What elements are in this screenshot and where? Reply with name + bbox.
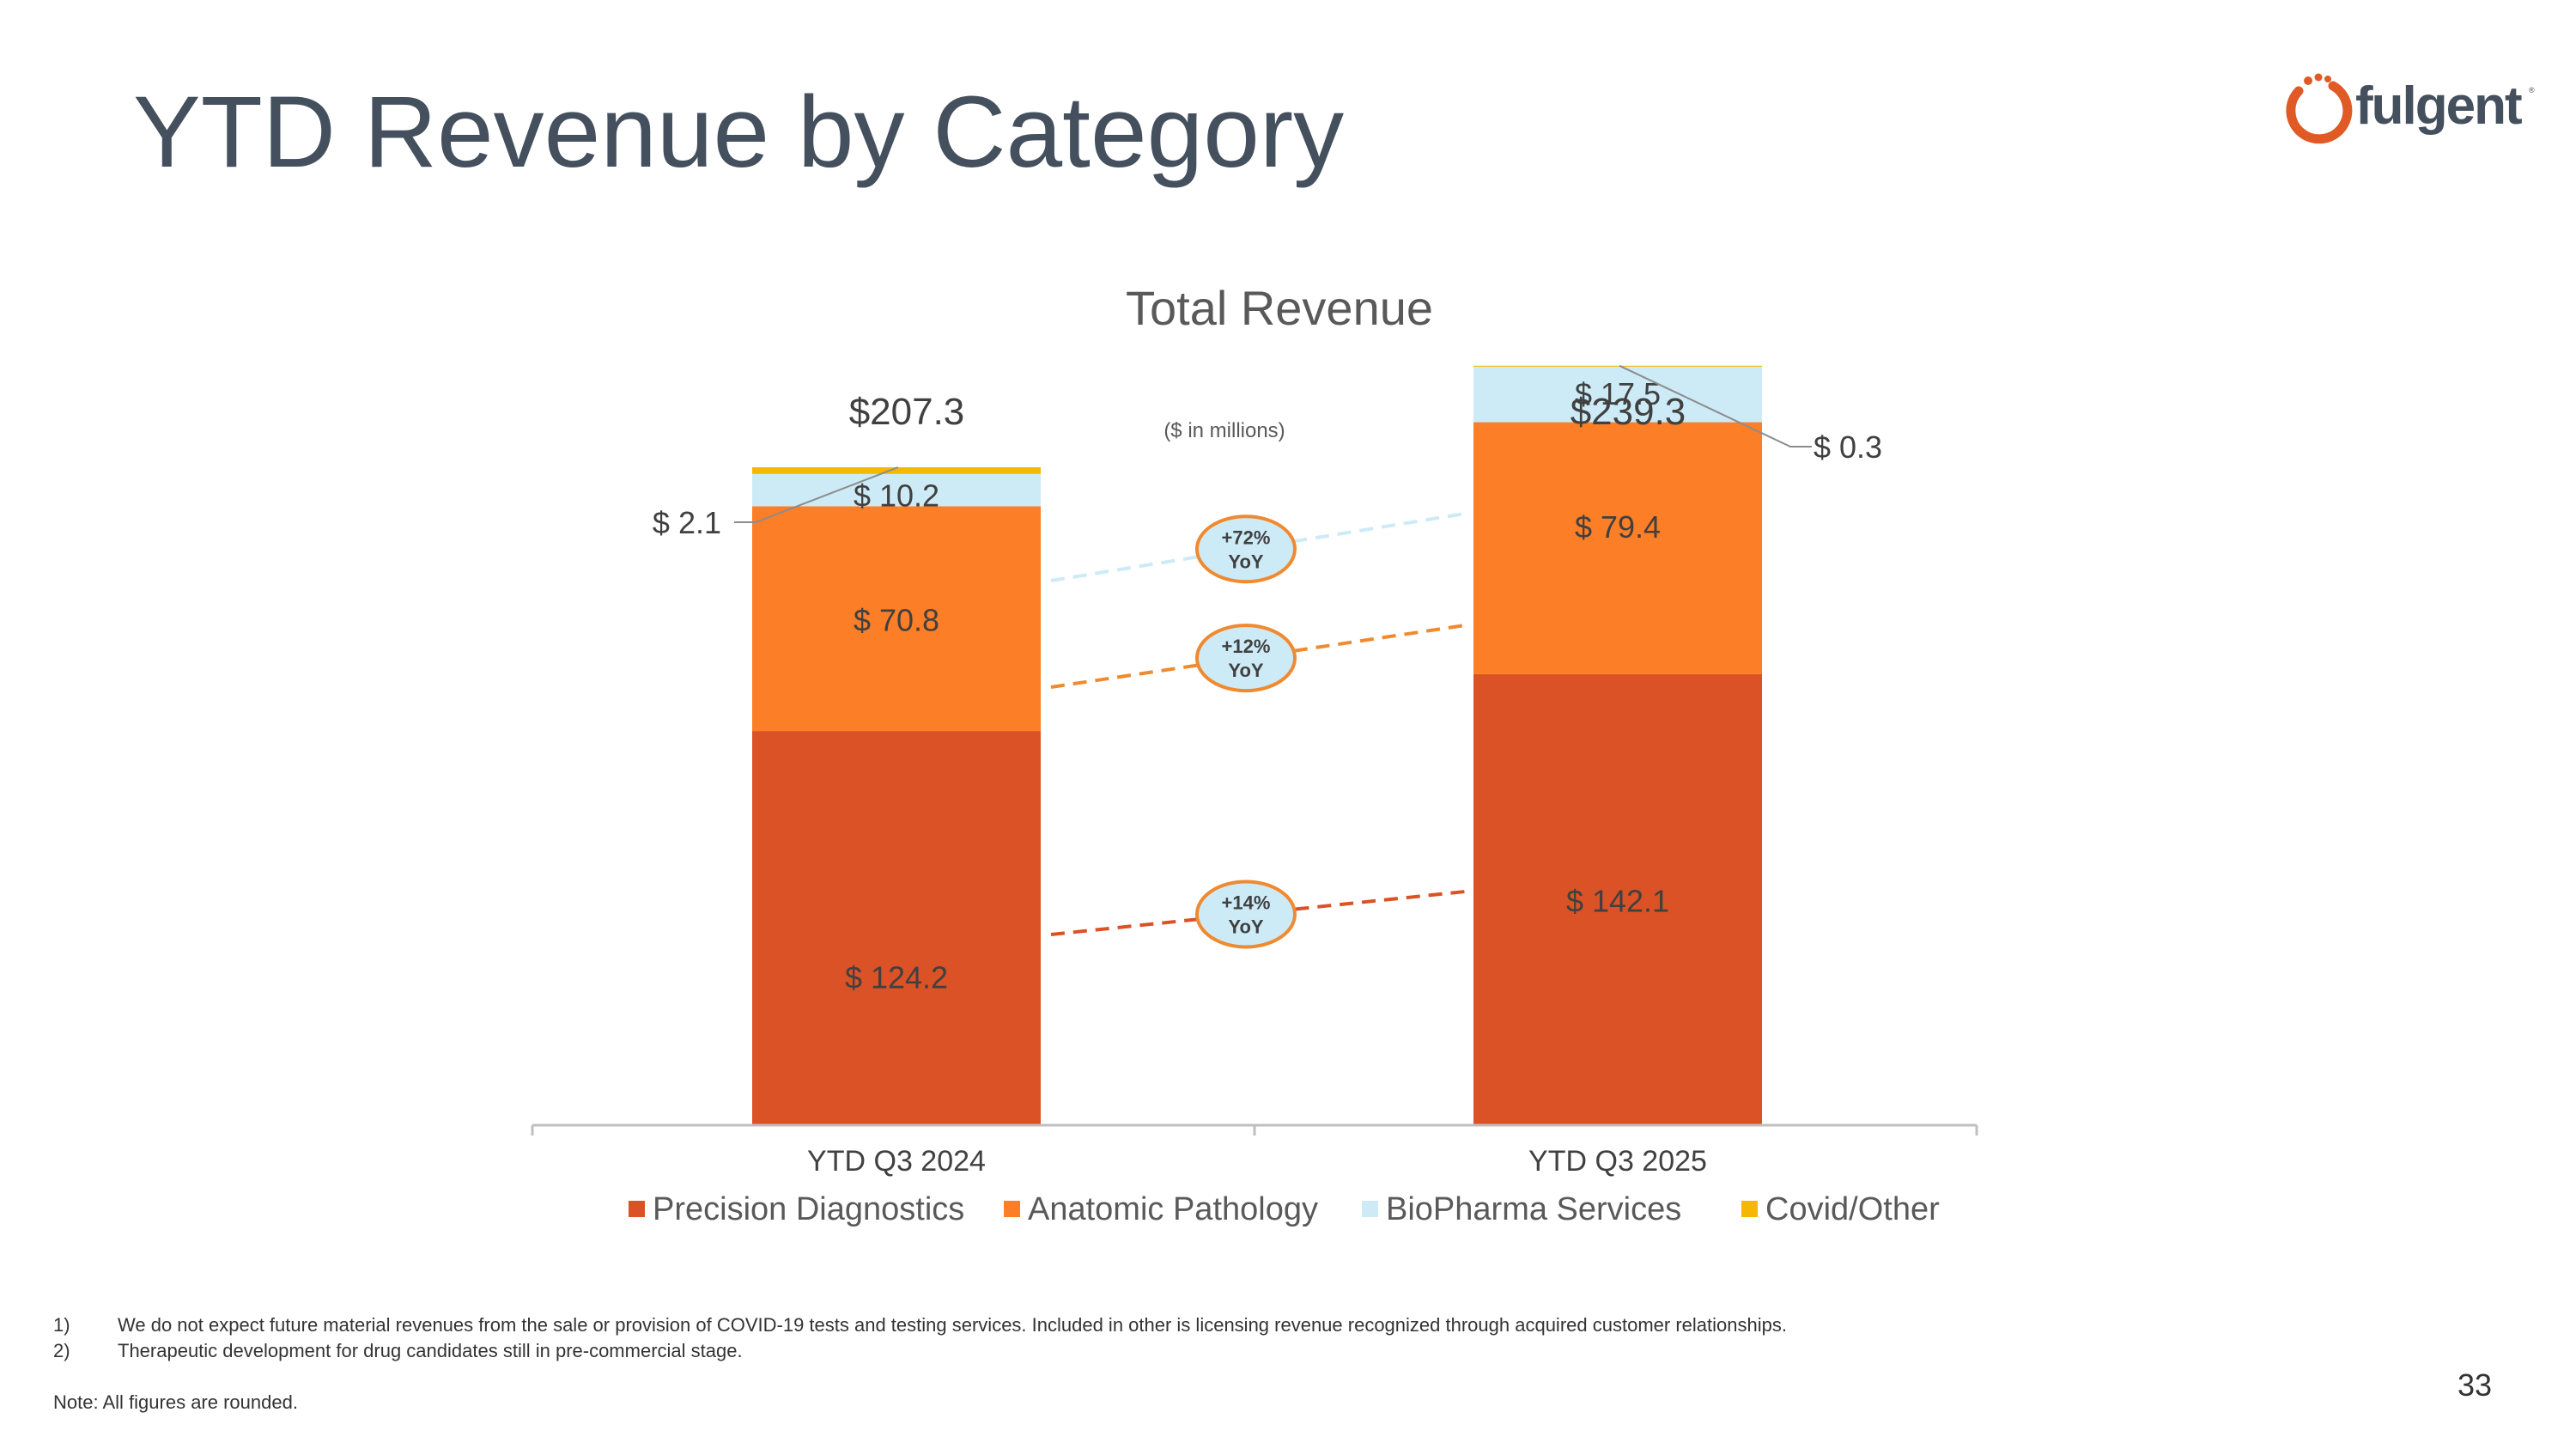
x-tick-label: YTD Q3 2024: [807, 1145, 986, 1178]
legend-label: Precision Diagnostics: [653, 1191, 964, 1227]
bar-segment-biopharma-services-2: [1473, 366, 1762, 423]
bar-segment-biopharma-services-1: [752, 473, 1041, 507]
footnotes: 1) We do not expect future material reve…: [53, 1312, 1787, 1414]
legend-item-biopharma-services: BioPharma Services: [1362, 1191, 1681, 1227]
legend-swatch: [1362, 1201, 1378, 1217]
x-tick-label: YTD Q3 2025: [1528, 1145, 1707, 1178]
growth-badge-yoy: YoY: [1228, 916, 1263, 937]
data-label-precision-diagnostics: $ 124.2: [845, 960, 948, 995]
footnote-number: 1): [53, 1314, 70, 1336]
data-label-anatomic-pathology: $ 70.8: [854, 602, 939, 637]
legend-label: Covid/Other: [1765, 1191, 1940, 1227]
callout-leader-line: [734, 466, 899, 523]
growth-badge: [1195, 624, 1297, 693]
data-label-anatomic-pathology: $ 79.4: [1575, 509, 1661, 545]
chart-subtitle: ($ in millions): [1163, 419, 1285, 442]
chart-title: Total Revenue: [1126, 281, 1433, 335]
footnote-1: 1) We do not expect future material reve…: [53, 1312, 1787, 1338]
growth-badge-yoy: YoY: [1228, 551, 1263, 572]
logo-ring-icon: [2286, 73, 2353, 144]
footnote-text: Therapeutic development for drug candida…: [118, 1340, 743, 1361]
legend-swatch: [1741, 1201, 1758, 1217]
growth-badge: [1195, 880, 1297, 949]
bar-total-label: $207.3: [849, 391, 965, 433]
bar-segment-anatomic-pathology-1: [752, 506, 1041, 732]
data-label-covid-other: $ 2.1: [653, 505, 721, 540]
growth-badge-percent: +72%: [1222, 527, 1271, 548]
page-number: 33: [2458, 1367, 2493, 1403]
growth-badge: [1195, 514, 1297, 584]
footnote-text: We do not expect future material revenue…: [118, 1314, 1787, 1336]
slide-title: YTD Revenue by Category: [133, 76, 1345, 189]
bar-segment-covid-other-2: [1473, 365, 1762, 367]
rounding-note: Note: All figures are rounded.: [53, 1391, 298, 1413]
data-label-covid-other: $ 0.3: [1814, 429, 1882, 465]
legend-item-covid-other: Covid/Other: [1741, 1191, 1940, 1227]
data-label-precision-diagnostics: $ 142.1: [1566, 883, 1669, 918]
callout-leader-line: [1619, 364, 1812, 447]
growth-badge-yoy: YoY: [1228, 660, 1263, 681]
bar-segment-anatomic-pathology-2: [1473, 422, 1762, 674]
bar-segment-precision-diagnostics-2: [1473, 673, 1762, 1125]
legend-label: BioPharma Services: [1386, 1191, 1681, 1227]
footnote-number: 2): [53, 1340, 70, 1361]
bar-segment-precision-diagnostics-1: [752, 731, 1041, 1125]
bar-segment-covid-other-1: [752, 467, 1041, 474]
legend-swatch: [1004, 1201, 1020, 1217]
data-label-biopharma-services: $ 17.5: [1575, 376, 1661, 411]
legend-label: Anatomic Pathology: [1028, 1191, 1318, 1227]
legend-item-anatomic-pathology: Anatomic Pathology: [1004, 1191, 1318, 1227]
logo-trademark: ®: [2529, 86, 2535, 94]
data-label-biopharma-services: $ 10.2: [854, 478, 939, 513]
legend-item-precision-diagnostics: Precision Diagnostics: [629, 1191, 964, 1227]
growth-badge-percent: +12%: [1222, 636, 1271, 657]
footnote-2: 2) Therapeutic development for drug cand…: [53, 1338, 1787, 1364]
fulgent-logo: fulgent ®: [2280, 67, 2546, 153]
bar-total-label: $239.3: [1571, 391, 1686, 433]
logo-wordmark: fulgent: [2355, 76, 2523, 136]
growth-badge-percent: +14%: [1222, 892, 1271, 913]
legend-swatch: [629, 1201, 645, 1217]
